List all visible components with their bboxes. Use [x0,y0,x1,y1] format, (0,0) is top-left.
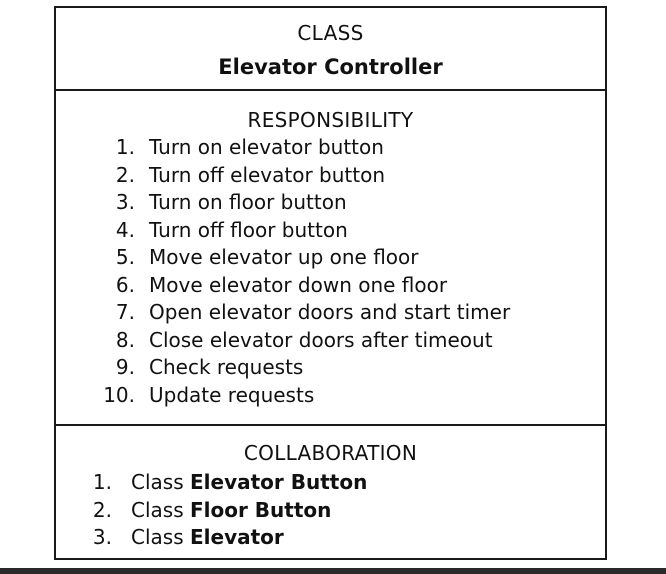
class-prefix: Class [131,497,184,522]
item-text: Class Elevator Button [131,469,367,497]
collaboration-item: 2. Class Floor Button [56,497,605,525]
responsibility-heading: RESPONSIBILITY [247,108,414,132]
class-heading: CLASS [297,21,364,45]
responsibility-list: 1. Turn on elevator button 2. Turn off ele… [56,134,605,409]
bottom-border-bar [0,568,666,574]
item-number: 2. [115,162,135,187]
responsibility-item: 10. Update requests [56,382,605,410]
collaboration-item: 1. Class Elevator Button [56,469,605,497]
item-number: 7. [115,300,135,324]
responsibility-section: RESPONSIBILITY 1. Turn on elevator button… [56,91,605,426]
item-number: 4. [115,217,135,242]
collaborator-class-name: Floor Button [189,497,332,522]
item-text: Class Elevator [131,524,284,552]
responsibility-item: 7. Open elevator doors and start timer [56,299,605,327]
item-number: 1. [92,470,112,494]
class-prefix: Class [131,525,184,549]
responsibility-item: 6. Move elevator down one floor [56,272,605,300]
collaboration-list: 1. Class Elevator Button 2. Class Floor Bu… [56,469,605,552]
item-number: 9. [115,355,135,379]
responsibility-item: 1. Turn on elevator button [56,134,605,162]
item-text: Close elevator doors after timeout [149,327,493,352]
item-number: 10. [103,382,135,407]
collaboration-item: 3. Class Elevator [56,524,605,552]
item-text: Check requests [149,355,304,379]
item-text: Turn off elevator button [149,162,386,187]
collaborator-class-name: Elevator [189,525,284,549]
class-name: Elevator Controller [218,55,443,79]
responsibility-item: 3. Turn on floor button [56,189,605,217]
crc-card: CLASS Elevator Controller RESPONSIBILITY… [54,6,607,560]
item-number: 1. [115,135,135,159]
item-text: Update requests [149,382,315,407]
responsibility-item: 2. Turn off elevator button [56,162,605,190]
item-number: 3. [115,190,135,214]
responsibility-item: 4. Turn off floor button [56,217,605,245]
item-text: Class Floor Button [131,497,331,525]
responsibility-item: 5. Move elevator up one floor [56,244,605,272]
class-prefix: Class [131,470,184,494]
responsibility-item: 8. Close elevator doors after timeout [56,327,605,355]
collaboration-section: COLLABORATION 1. Class Elevator Button 2.… [56,426,605,558]
collaborator-class-name: Elevator Button [189,470,368,494]
item-text: Move elevator down one floor [149,272,448,297]
item-text: Turn off floor button [149,217,348,242]
item-text: Open elevator doors and start timer [149,300,511,324]
item-number: 3. [92,525,112,549]
item-text: Move elevator up one floor [149,245,419,269]
item-number: 8. [115,327,135,352]
responsibility-item: 9. Check requests [56,354,605,382]
item-text: Turn on elevator button [149,135,384,159]
item-number: 5. [115,245,135,269]
collaboration-heading: COLLABORATION [243,441,418,465]
item-number: 2. [92,497,112,522]
item-text: Turn on floor button [149,190,347,214]
class-section: CLASS Elevator Controller [56,8,605,91]
item-number: 6. [115,272,135,297]
